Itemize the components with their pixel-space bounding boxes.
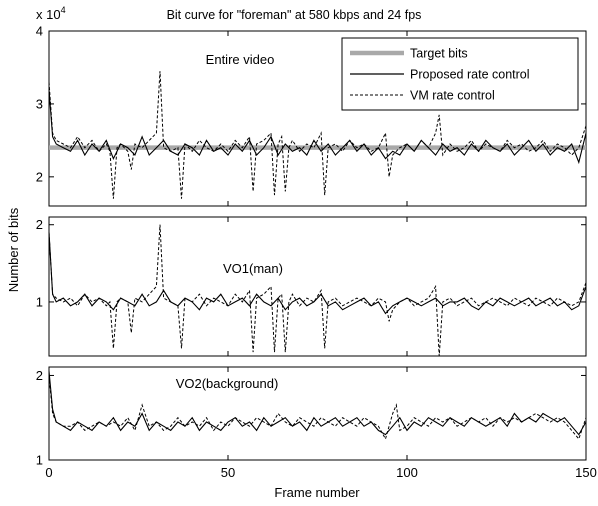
vm-rate-control-line: [48, 71, 587, 199]
panels-layer: 2 3 4 Entire video 1 2 VO1(man) 1 2 VO2(backgroun…: [36, 24, 597, 481]
y-tick-label: 1: [36, 294, 43, 309]
panel-label: Entire video: [206, 52, 275, 67]
panel-2: 1 2 VO1(man): [36, 216, 587, 357]
x-tick-label: 100: [396, 465, 418, 480]
y-tick-label: 2: [36, 169, 43, 184]
chart-title: Bit curve for "foreman" at 580 kbps and …: [167, 8, 422, 22]
y-tick-label: 2: [36, 217, 43, 232]
panel-frame: [48, 366, 587, 461]
x-tick-label: 150: [575, 465, 597, 480]
y-tick-label: 1: [36, 453, 43, 468]
panel-label: VO2(background): [176, 376, 279, 391]
y-tick-label: 3: [36, 96, 43, 111]
y-tick-label: 4: [36, 24, 43, 39]
panel-1: 2 3 4 Entire video: [36, 24, 587, 207]
legend-label: Proposed rate control: [410, 68, 530, 82]
x-tick-label: 0: [45, 465, 52, 480]
panel-frame: [48, 30, 587, 207]
y-scale-exponent: 4: [61, 5, 66, 15]
proposed-rate-control-line: [48, 232, 587, 315]
x-tick-label: 50: [221, 465, 235, 480]
y-scale-base: x 10: [36, 7, 61, 22]
proposed-rate-control-line: [48, 89, 587, 165]
panel-label: VO1(man): [223, 261, 283, 276]
legend-label: VM rate control: [410, 89, 495, 103]
panel-frame: [48, 216, 587, 357]
vm-rate-control-line: [48, 375, 587, 441]
y-axis-label: Number of bits: [6, 207, 21, 292]
y-scale-factor: x 104: [36, 5, 66, 22]
proposed-rate-control-line: [48, 371, 587, 436]
panel-3: 1 2 VO2(background): [36, 366, 587, 468]
y-tick-label: 2: [36, 368, 43, 383]
legend-label: Target bits: [410, 47, 468, 61]
x-axis-label: Frame number: [274, 485, 360, 500]
legend: Target bits Proposed rate control VM rate …: [341, 37, 579, 111]
vm-rate-control-line: [48, 224, 587, 357]
